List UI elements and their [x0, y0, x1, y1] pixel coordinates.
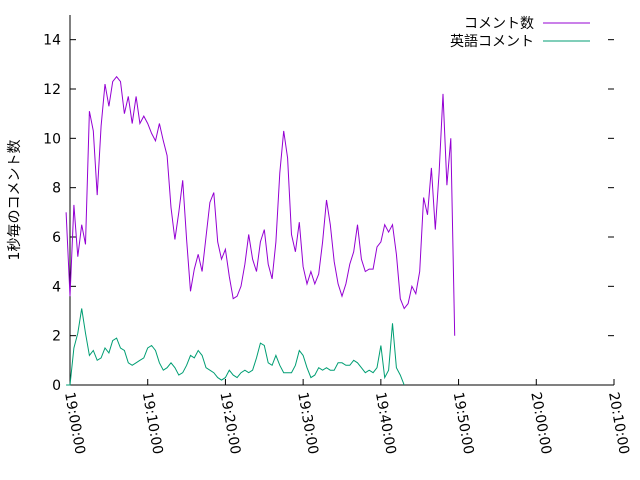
y-tick-label: 0 — [52, 378, 61, 394]
y-tick-label: 2 — [52, 329, 61, 345]
legend-label-english: 英語コメント — [450, 33, 534, 50]
y-axis-label: 1秒毎のコメント数 — [7, 140, 23, 261]
y-ticks: 0 2 4 6 8 10 12 14 — [43, 33, 614, 394]
x-tick-label: 19:00:00 — [61, 391, 88, 456]
x-tick-label: 19:20:00 — [216, 391, 243, 456]
y-tick-label: 10 — [43, 131, 61, 147]
y-tick-label: 8 — [52, 181, 61, 197]
x-tick-label: 19:10:00 — [139, 391, 166, 456]
legend-label-comments: コメント数 — [464, 16, 534, 32]
x-tick-label: 19:30:00 — [294, 391, 321, 456]
series-comments-line — [65, 75, 456, 336]
x-tick-label: 20:00:00 — [527, 391, 554, 456]
y-tick-label: 4 — [52, 279, 61, 295]
plot-frame — [69, 15, 614, 386]
y-tick-label: 6 — [52, 230, 61, 246]
x-tick-label: 20:10:00 — [605, 391, 632, 456]
legend: コメント数 英語コメント — [450, 16, 590, 50]
y-tick-label: 14 — [43, 33, 61, 49]
x-tick-label: 19:40:00 — [372, 391, 399, 456]
series-group — [65, 75, 456, 386]
series-english-comments-line — [66, 308, 405, 386]
y-tick-label: 12 — [43, 82, 61, 98]
x-ticks: 19:00:00 19:10:00 19:20:00 19:30:00 19:40:00… — [61, 379, 632, 456]
x-tick-label: 19:50:00 — [450, 391, 477, 456]
